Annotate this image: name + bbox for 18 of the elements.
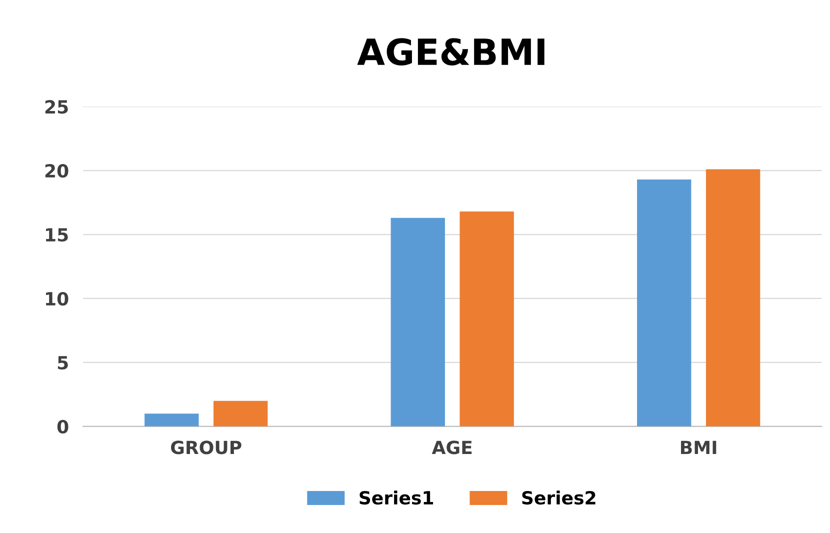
y-tick-label: 20: [45, 164, 68, 178]
bar: [706, 169, 760, 426]
bar: [460, 211, 514, 426]
x-tick-label: BMI: [681, 440, 716, 454]
y-tick-label: 5: [58, 356, 68, 370]
x-tick-label: AGE: [432, 440, 472, 454]
chart-title: AGE&BMI: [357, 38, 544, 66]
y-tick-label: 15: [46, 228, 68, 242]
bar: [637, 180, 692, 426]
bar: [144, 414, 199, 426]
y-tick-label: 10: [46, 292, 68, 306]
y-tick-label: 0: [57, 420, 68, 434]
y-tick-label: 25: [45, 100, 68, 114]
legend-label: Series2: [522, 490, 596, 505]
bar: [390, 218, 445, 426]
legend-label: Series1: [360, 490, 434, 505]
bar: [214, 400, 268, 426]
x-tick-label: GROUP: [171, 440, 242, 454]
